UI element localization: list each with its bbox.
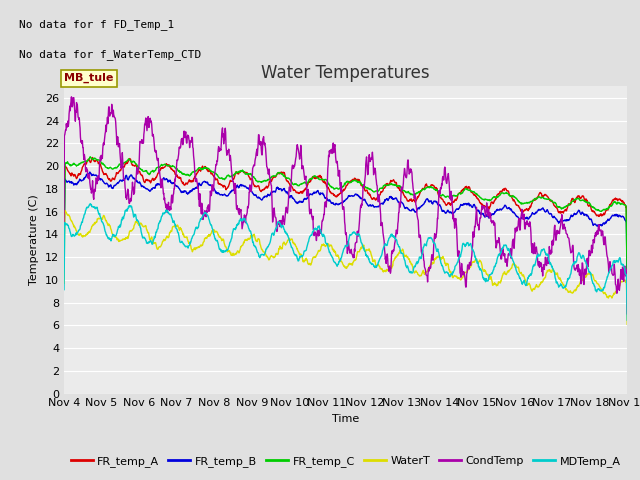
- Text: No data for f_WaterTemp_CTD: No data for f_WaterTemp_CTD: [19, 49, 201, 60]
- Y-axis label: Temperature (C): Temperature (C): [29, 194, 39, 286]
- X-axis label: Time: Time: [332, 414, 359, 424]
- Text: MB_tule: MB_tule: [64, 73, 113, 84]
- Title: Water Temperatures: Water Temperatures: [261, 64, 430, 82]
- Legend: FR_temp_A, FR_temp_B, FR_temp_C, WaterT, CondTemp, MDTemp_A: FR_temp_A, FR_temp_B, FR_temp_C, WaterT,…: [66, 451, 625, 471]
- Text: No data for f FD_Temp_1: No data for f FD_Temp_1: [19, 19, 174, 30]
